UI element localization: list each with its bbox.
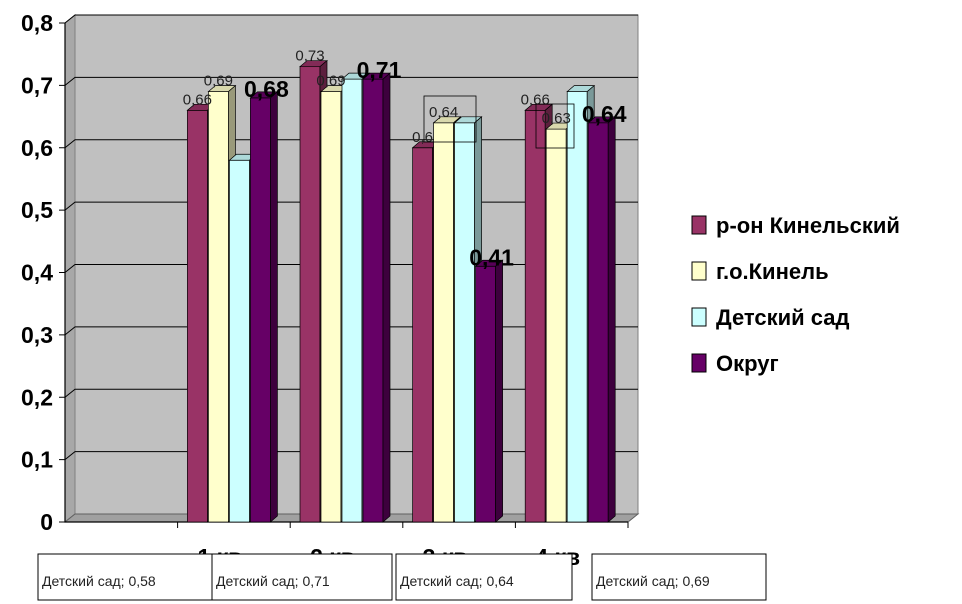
bar-front (250, 97, 271, 523)
data-label: 0,64 (582, 101, 627, 127)
note-text: Детский сад; 0,71 (216, 573, 330, 589)
note-frame (591, 553, 767, 601)
bar (362, 72, 391, 523)
bar-front (341, 78, 363, 523)
legend-label: г.о.Кинель (716, 259, 829, 284)
legend-swatch (691, 353, 707, 373)
bar-front (524, 109, 546, 523)
note-box: Детский сад; 0,58 (37, 553, 217, 601)
gridline (64, 14, 638, 24)
note-text: Детский сад; 0,58 (42, 573, 156, 589)
legend-swatch (691, 215, 707, 235)
label-frame (535, 103, 575, 149)
note-box: Детский сад; 0,69 (591, 553, 767, 601)
bar-front (433, 122, 454, 523)
bar-front (320, 91, 342, 523)
bar-front (229, 159, 250, 523)
bar-front (208, 91, 229, 523)
note-frame (37, 553, 217, 601)
bar-side (495, 259, 503, 523)
legend-label: Округ (716, 351, 779, 376)
bar (249, 91, 279, 523)
legend-swatch (691, 307, 707, 327)
data-label: 0,68 (244, 76, 289, 102)
bar-side (382, 72, 391, 523)
bar-front (187, 109, 208, 523)
data-label: 0,73 (295, 48, 324, 65)
y-tick-label: 0,5 (21, 197, 53, 223)
legend: р-он Кинельский г.о.Кинель Детский сад Окру… (691, 213, 900, 376)
data-label: 0,63 (542, 110, 571, 127)
bar-side (607, 116, 616, 523)
gridline (64, 76, 638, 86)
y-tick-label: 0,4 (21, 260, 53, 286)
bar-front (566, 91, 588, 523)
y-tick-label: 0 (40, 509, 53, 535)
data-label: 0,69 (316, 73, 345, 90)
legend-swatch (691, 261, 707, 281)
bar-front (299, 66, 321, 523)
data-label: 0,64 (429, 104, 458, 121)
note-box: Детский сад; 0,71 (211, 553, 393, 601)
data-label: 0,66 (521, 91, 550, 108)
data-label: 0,41 (469, 244, 514, 270)
bar (474, 259, 504, 523)
legend-label: р-он Кинельский (716, 213, 900, 238)
bar-front (362, 78, 384, 523)
bar-front (454, 122, 475, 523)
data-label: 0,71 (357, 57, 402, 83)
y-tick-label: 0,1 (21, 447, 53, 473)
bar-front (545, 128, 567, 523)
note-text: Детский сад; 0,64 (400, 573, 514, 589)
y-tick-label: 0,3 (21, 322, 53, 348)
y-tick-label: 0,7 (21, 72, 53, 98)
data-label: 0,66 (183, 91, 212, 108)
y-tick-label: 0,8 (21, 10, 53, 36)
bar-front (412, 147, 433, 523)
bar (587, 116, 617, 523)
legend-label: Детский сад (716, 305, 850, 330)
data-label: 0,69 (204, 73, 233, 90)
note-box: Детский сад; 0,64 (395, 553, 573, 601)
y-tick-label: 0,6 (21, 135, 53, 161)
bar-side (270, 91, 278, 523)
y-tick-label: 0,2 (21, 384, 53, 410)
data-label: 0,6 (412, 129, 433, 146)
note-text: Детский сад; 0,69 (596, 573, 710, 589)
bar-front (587, 122, 609, 523)
label-frame (423, 95, 477, 143)
note-frame (211, 553, 393, 601)
bar-front (475, 265, 496, 523)
note-frame (395, 553, 573, 601)
